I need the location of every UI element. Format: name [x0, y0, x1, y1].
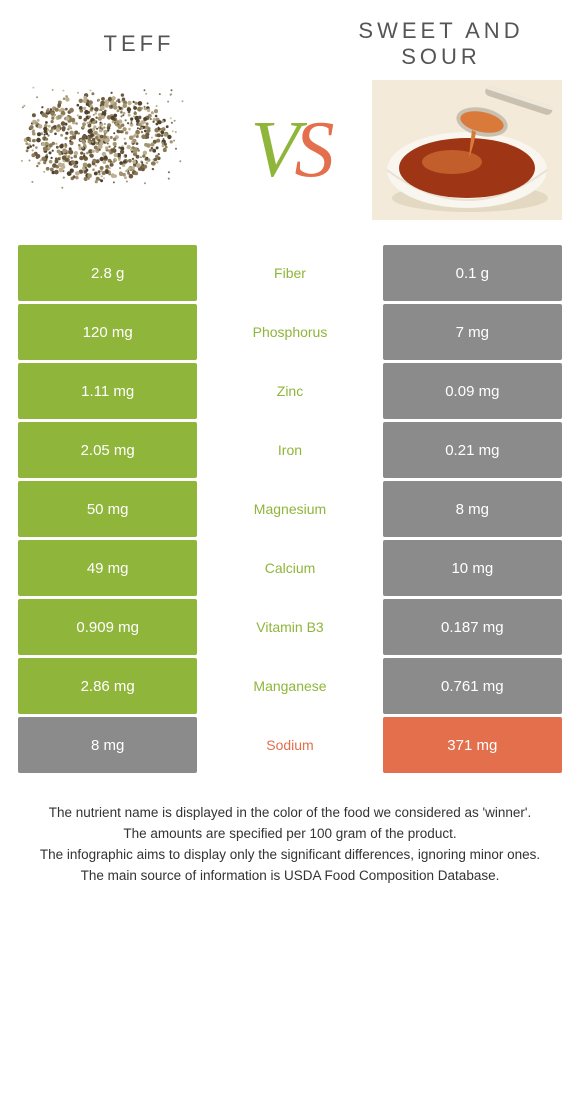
- left-value: 8 mg: [18, 717, 197, 773]
- comparison-table: 2.8 gFiber0.1 g120 mgPhosphorus7 mg1.11 …: [18, 245, 562, 773]
- left-value: 120 mg: [18, 304, 197, 360]
- right-value: 0.761 mg: [383, 658, 562, 714]
- nutrient-row: 49 mgCalcium10 mg: [18, 540, 562, 596]
- right-value: 0.1 g: [383, 245, 562, 301]
- left-title: Teff: [18, 31, 260, 57]
- nutrient-name: Phosphorus: [200, 304, 379, 360]
- right-value: 8 mg: [383, 481, 562, 537]
- nutrient-name: Manganese: [200, 658, 379, 714]
- right-value: 0.21 mg: [383, 422, 562, 478]
- nutrient-row: 2.8 gFiber0.1 g: [18, 245, 562, 301]
- nutrient-name: Zinc: [200, 363, 379, 419]
- left-value: 50 mg: [18, 481, 197, 537]
- left-food-image: [18, 80, 208, 220]
- left-value: 2.8 g: [18, 245, 197, 301]
- nutrient-row: 0.909 mgVitamin B30.187 mg: [18, 599, 562, 655]
- nutrient-name: Fiber: [200, 245, 379, 301]
- nutrient-name: Sodium: [200, 717, 379, 773]
- footnote-line: The main source of information is USDA F…: [24, 866, 556, 887]
- nutrient-name: Vitamin B3: [200, 599, 379, 655]
- right-value: 10 mg: [383, 540, 562, 596]
- images-row: VS: [18, 80, 562, 220]
- nutrient-row: 1.11 mgZinc0.09 mg: [18, 363, 562, 419]
- vs-v: V: [251, 106, 295, 194]
- footnote-line: The amounts are specified per 100 gram o…: [24, 824, 556, 845]
- right-title: Sweet and sour: [320, 18, 562, 70]
- left-value: 49 mg: [18, 540, 197, 596]
- header: Teff Sweet and sour: [18, 18, 562, 70]
- right-value: 371 mg: [383, 717, 562, 773]
- left-value: 2.05 mg: [18, 422, 197, 478]
- nutrient-name: Magnesium: [200, 481, 379, 537]
- nutrient-row: 2.86 mgManganese0.761 mg: [18, 658, 562, 714]
- nutrient-row: 50 mgMagnesium8 mg: [18, 481, 562, 537]
- vs-s: S: [294, 106, 329, 194]
- right-value: 7 mg: [383, 304, 562, 360]
- nutrient-name: Iron: [200, 422, 379, 478]
- nutrient-row: 8 mgSodium371 mg: [18, 717, 562, 773]
- right-value: 0.187 mg: [383, 599, 562, 655]
- nutrient-name: Calcium: [200, 540, 379, 596]
- left-value: 1.11 mg: [18, 363, 197, 419]
- nutrient-row: 120 mgPhosphorus7 mg: [18, 304, 562, 360]
- footnote-line: The nutrient name is displayed in the co…: [24, 803, 556, 824]
- right-value: 0.09 mg: [383, 363, 562, 419]
- footnotes: The nutrient name is displayed in the co…: [18, 803, 562, 887]
- left-value: 2.86 mg: [18, 658, 197, 714]
- footnote-line: The infographic aims to display only the…: [24, 845, 556, 866]
- vs-label: VS: [251, 110, 330, 190]
- nutrient-row: 2.05 mgIron0.21 mg: [18, 422, 562, 478]
- right-food-image: [372, 80, 562, 220]
- left-value: 0.909 mg: [18, 599, 197, 655]
